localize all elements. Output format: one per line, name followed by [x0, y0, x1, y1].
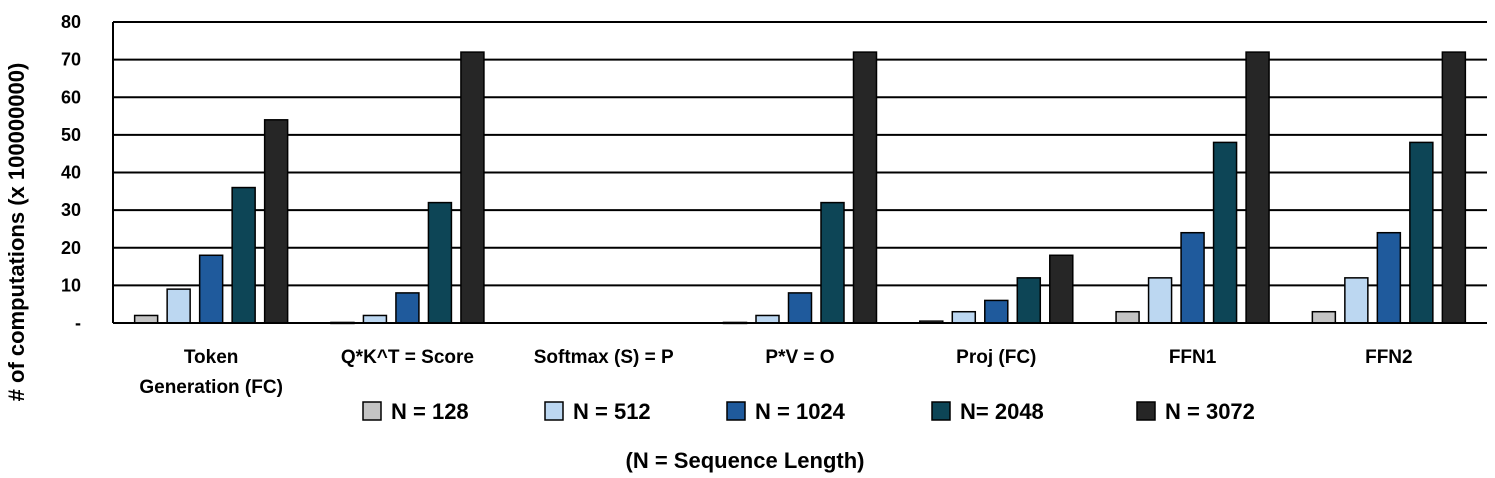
bar — [787, 292, 813, 324]
category-label: FFN1 — [1169, 347, 1217, 368]
bar — [1016, 277, 1042, 324]
category-label: Token — [184, 347, 239, 368]
y-tick-label: 50 — [61, 125, 81, 145]
legend-swatch — [1136, 401, 1156, 421]
bar — [460, 51, 485, 324]
bar — [1049, 254, 1074, 324]
bar — [984, 299, 1009, 324]
bar — [133, 314, 159, 324]
bar — [231, 186, 256, 324]
x-axis-label: (N = Sequence Length) — [626, 448, 865, 473]
legend-swatch — [544, 401, 564, 421]
y-tick-label: 10 — [61, 275, 81, 295]
legend-label: N= 2048 — [960, 399, 1044, 424]
y-tick-label: 20 — [61, 238, 81, 258]
legend: N = 128 N = 512 N = 1024 N= 2048 N = 3072 — [362, 399, 1255, 424]
category-label: Generation (FC) — [139, 377, 283, 398]
bars — [133, 51, 1467, 325]
legend-swatch — [931, 401, 951, 421]
bar — [1311, 310, 1337, 324]
bar — [427, 201, 453, 324]
category-label: P*V = O — [765, 347, 834, 368]
bar — [1409, 141, 1434, 324]
category-label: Q*K^T = Score — [341, 347, 474, 368]
y-tick-label: 30 — [61, 200, 81, 220]
bar — [820, 201, 845, 324]
bar — [166, 288, 191, 324]
y-tick-label: 40 — [61, 163, 81, 183]
bar — [395, 292, 420, 324]
bar — [1344, 277, 1369, 324]
category-labels: Token Generation (FC) Q*K^T = Score Softmax… — [139, 347, 1412, 398]
y-tick-label: 80 — [61, 12, 81, 32]
bar — [951, 310, 977, 324]
bar — [1376, 231, 1402, 324]
legend-label: N = 3072 — [1165, 399, 1255, 424]
legend-label: N = 128 — [391, 399, 469, 424]
bar — [198, 254, 224, 324]
bar — [852, 51, 878, 324]
legend-label: N = 512 — [573, 399, 651, 424]
bar — [263, 119, 289, 324]
legend-swatch — [726, 401, 746, 421]
bar — [1147, 277, 1173, 324]
axes — [112, 22, 1487, 324]
y-tick-labels: - 10 20 30 40 50 60 70 80 — [61, 12, 81, 333]
category-label: Softmax (S) = P — [534, 347, 674, 368]
y-tick-label: 70 — [61, 50, 81, 70]
grid-lines — [113, 21, 1487, 287]
bar — [1212, 141, 1238, 324]
y-tick-label: 60 — [61, 87, 81, 107]
bar — [1441, 51, 1467, 324]
legend-label: N = 1024 — [755, 399, 846, 424]
y-tick-label: - — [75, 313, 81, 333]
bar — [1245, 51, 1270, 324]
bar — [1180, 231, 1205, 324]
y-axis-label: # of computations (x 100000000) — [4, 63, 29, 402]
bar — [1115, 310, 1140, 324]
category-label: Proj (FC) — [956, 347, 1036, 368]
category-label: FFN2 — [1365, 347, 1413, 368]
bar — [755, 314, 780, 324]
bar — [362, 314, 388, 324]
legend-swatch — [362, 401, 382, 421]
